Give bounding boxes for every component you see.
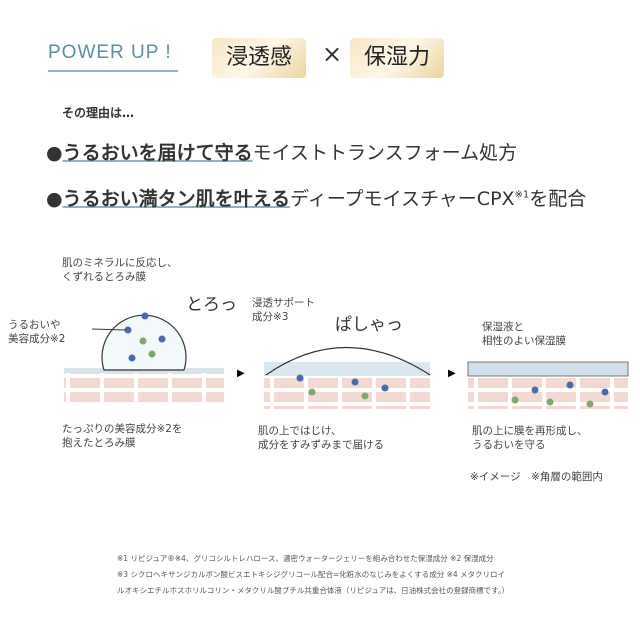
step2-top-label: 浸透サポート 成分※3: [252, 297, 315, 323]
step2-caption: 肌の上ではじけ、 成分をすみずみまで届ける: [258, 425, 384, 451]
step2-illustration: [264, 346, 431, 409]
step1-illustration: [64, 312, 224, 406]
step1-caption: たっぷりの美容成分※2を 抱えたとろみ膜: [62, 423, 183, 449]
reason-heading: その理由は…: [62, 106, 135, 120]
arrow-1: ▶: [237, 368, 245, 379]
process-illustration: ▶ ▶: [64, 312, 629, 409]
image-note: ※イメージ ※角層の範囲内: [470, 471, 603, 483]
title-underline: [48, 70, 178, 72]
badge-penetration: 浸透感: [212, 38, 307, 78]
times-sign: ×: [322, 40, 343, 68]
badge-moisture: 保湿力: [350, 38, 445, 78]
step3-top-label: 保湿液と 相性のよい保湿膜: [482, 321, 566, 347]
point-2: ●うるおい満タン肌を叶えるディープモイスチャーCPX※1を配合: [46, 188, 587, 210]
step3-caption: 肌の上に膜を再形成し、 うるおいを守る: [472, 425, 588, 451]
step1-side-label: うるおいや 美容成分※2: [8, 319, 66, 345]
power-up-title: POWER UP !: [48, 42, 172, 63]
step3-illustration: [467, 361, 629, 409]
footnotes: ※1 リピジュア®※4、グリコシルトレハロース、濃密ウォータージェリーを組み合わ…: [117, 554, 510, 595]
step1-top-label: 肌のミネラルに反応し、 くずれるとろみ膜: [62, 257, 178, 283]
step2-sfx: ぱしゃっ: [335, 315, 403, 335]
arrow-2: ▶: [448, 368, 456, 379]
point-1: ●うるおいを届けて守るモイストトランスフォーム処方: [46, 142, 518, 164]
step1-sfx: とろっ: [186, 295, 237, 315]
